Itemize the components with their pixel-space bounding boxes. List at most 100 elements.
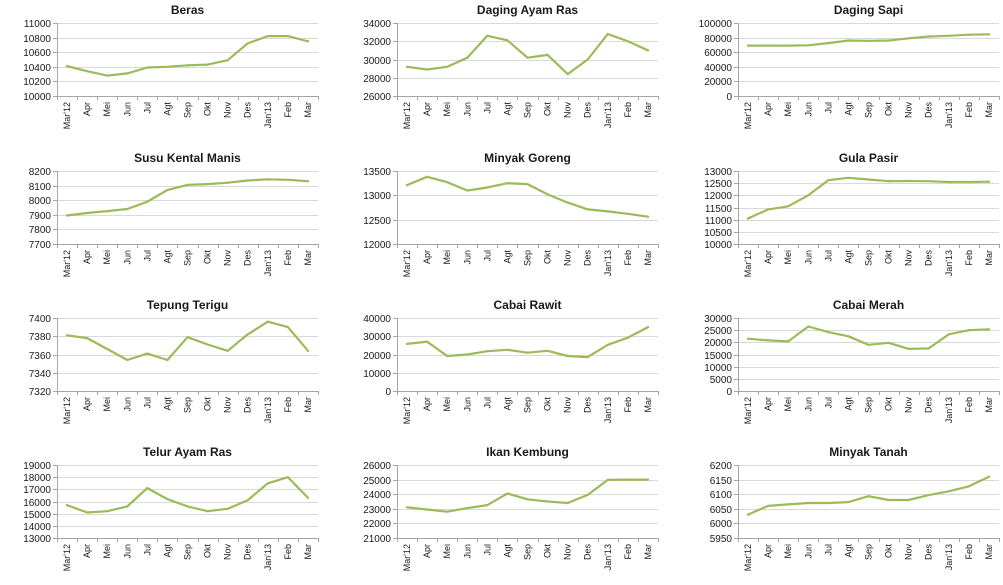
x-tick-label: Agt [502,397,512,411]
data-point [807,501,810,505]
x-tick-label: Jun [462,397,472,412]
chart-panel-11: Ikan Kembung 21000 22000 23000 24000 25000 260… [363,445,659,571]
x-tick-label: Nov [223,250,233,267]
x-tick-label: Mar [303,397,313,413]
x-tick-label: Jul [823,397,833,409]
y-tick-label: 19000 [23,461,51,472]
y-tick-label: 40000 [363,314,391,325]
data-point [126,207,129,211]
x-tick-label: Agt [502,250,512,264]
data-point [746,217,750,220]
data-point [246,179,249,182]
y-tick-label: 34000 [363,19,391,30]
x-tick-label: Jun [122,102,132,117]
data-point [947,180,950,184]
x-tick-label: Feb [964,397,974,413]
y-tick-label: 32000 [363,37,391,48]
x-tick-label: Apr [763,102,773,116]
x-tick-label: Mei [783,250,793,265]
y-tick-label: 80000 [704,34,732,45]
x-tick-label: Mei [102,102,112,117]
x-tick-label: Okt [203,250,213,265]
x-tick-label: Feb [964,102,974,118]
data-point [827,42,830,45]
y-tick-label: 20000 [704,77,732,88]
data-point [887,39,890,42]
y-tick-label: 30000 [704,314,732,325]
x-tick-label: Mar'12 [743,250,753,277]
data-point [405,506,409,509]
data-point [887,341,890,344]
data-point [506,348,509,351]
data-point [466,189,469,192]
y-tick-label: 20000 [363,351,391,362]
chart-title: Daging Sapi [834,3,903,17]
data-point [827,501,830,505]
y-tick-label: 24000 [363,490,391,501]
chart-panel-7: Tepung Terigu 7320 7340 7360 7380 7400 Mar'12 A… [29,298,319,424]
data-point [466,56,469,59]
data-point [486,504,489,507]
data-point [967,33,970,36]
y-tick-label: 60000 [704,48,732,59]
x-tick-label: Nov [904,102,914,119]
data-point [626,212,629,215]
data-point [65,334,69,337]
data-point [106,74,109,77]
x-tick-label: Mar'12 [62,397,72,424]
x-tick-label: Apr [763,250,773,264]
x-tick-label: Feb [283,397,293,413]
y-tick-label: 10400 [23,63,51,74]
data-point [486,34,489,37]
x-tick-label: Jan'13 [263,544,273,570]
y-tick-label: 0 [726,387,732,398]
x-tick-label: Okt [203,397,213,412]
y-tick-label: 13000 [23,534,51,545]
y-tick-label: 7380 [29,332,52,343]
data-point [907,37,910,40]
x-tick-label: Agt [162,544,172,558]
y-tick-label: 21000 [363,534,391,545]
x-tick-label: Nov [563,102,573,119]
data-point [506,182,509,185]
x-tick-label: Nov [904,544,914,561]
x-tick-label: Apr [82,102,92,116]
x-tick-label: Jan'13 [263,250,273,276]
y-tick-label: 20000 [704,338,732,349]
data-point [526,498,529,501]
x-tick-label: Des [583,397,593,414]
x-tick-label: Okt [884,397,894,412]
y-tick-label: 17000 [23,485,51,496]
data-point [126,72,129,75]
x-tick-label: Apr [422,397,432,411]
y-tick-label: 10000 [363,369,391,380]
x-tick-label: Okt [543,544,553,559]
data-point [847,335,850,338]
data-point [65,214,69,217]
x-tick-label: Mei [102,397,112,412]
data-point [166,498,169,501]
chart-title: Minyak Tanah [829,445,907,459]
y-tick-label: 6000 [710,519,733,530]
x-tick-label: Des [243,397,253,414]
x-tick-label: Des [583,102,593,119]
y-tick-label: 26000 [363,92,391,103]
data-point [626,478,629,481]
y-tick-label: 28000 [363,74,391,85]
y-tick-label: 11500 [705,204,733,215]
data-point [526,56,529,59]
chart-title: Susu Kental Manis [134,151,241,165]
x-tick-label: Jan'13 [603,102,613,128]
y-tick-label: 14000 [23,522,51,533]
data-point [86,337,89,340]
y-tick-label: 16000 [23,498,51,509]
x-tick-label: Mei [442,544,452,559]
chart-panel-12: Minyak Tanah 5950 6000 6050 6100 6150 6200 Mar'… [710,445,1000,571]
data-point [967,485,970,488]
data-point [927,494,930,497]
data-point [65,504,69,507]
y-tick-label: 5950 [710,534,733,545]
data-point [266,482,269,485]
x-tick-label: Sep [864,102,874,118]
